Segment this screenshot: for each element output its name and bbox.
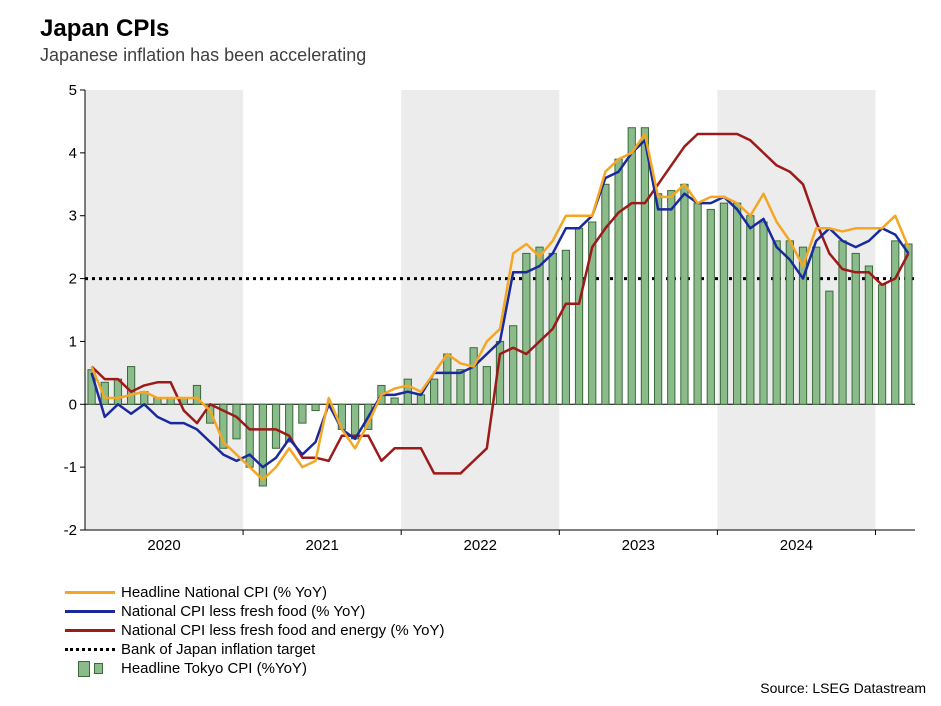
legend-label: Bank of Japan inflation target (121, 641, 315, 658)
svg-text:5: 5 (69, 82, 77, 99)
svg-text:2022: 2022 (464, 537, 497, 554)
legend-item: Headline National CPI (% YoY) (65, 583, 445, 602)
legend-swatch (65, 648, 115, 651)
svg-text:2: 2 (69, 271, 77, 288)
chart-svg: -2 -1 0 1 2 3 4 5 2020 2021 2022 2023 2024 (55, 80, 925, 560)
legend-label: National CPI less fresh food (% YoY) (121, 603, 365, 620)
svg-text:1: 1 (69, 333, 77, 350)
chart-subtitle: Japanese inflation has been accelerating (40, 45, 366, 66)
svg-text:2020: 2020 (147, 537, 180, 554)
legend-swatch (65, 610, 115, 613)
legend-item: Headline Tokyo CPI (%YoY) (65, 659, 445, 678)
legend-label: National CPI less fresh food and energy … (121, 622, 445, 639)
svg-text:4: 4 (69, 145, 77, 162)
svg-text:3: 3 (69, 208, 77, 225)
plot-area: -2 -1 0 1 2 3 4 5 2020 2021 2022 2023 2024 (55, 80, 925, 560)
legend-swatch (65, 591, 115, 594)
chart-title: Japan CPIs (40, 15, 169, 43)
legend-swatch (65, 661, 115, 677)
chart-container: Japan CPIs Japanese inflation has been a… (0, 0, 941, 706)
legend-label: Headline National CPI (% YoY) (121, 584, 327, 601)
legend-swatch (65, 629, 115, 632)
svg-text:2024: 2024 (780, 537, 813, 554)
svg-text:0: 0 (69, 396, 77, 413)
legend-item: Bank of Japan inflation target (65, 640, 445, 659)
source-text: Source: LSEG Datastream (760, 680, 926, 696)
legend-item: National CPI less fresh food and energy … (65, 621, 445, 640)
legend: Headline National CPI (% YoY) National CP… (65, 583, 445, 678)
svg-text:2021: 2021 (305, 537, 338, 554)
svg-text:-1: -1 (64, 459, 77, 476)
svg-text:2023: 2023 (622, 537, 655, 554)
legend-item: National CPI less fresh food (% YoY) (65, 602, 445, 621)
svg-text:-2: -2 (64, 522, 77, 539)
legend-label: Headline Tokyo CPI (%YoY) (121, 660, 307, 677)
